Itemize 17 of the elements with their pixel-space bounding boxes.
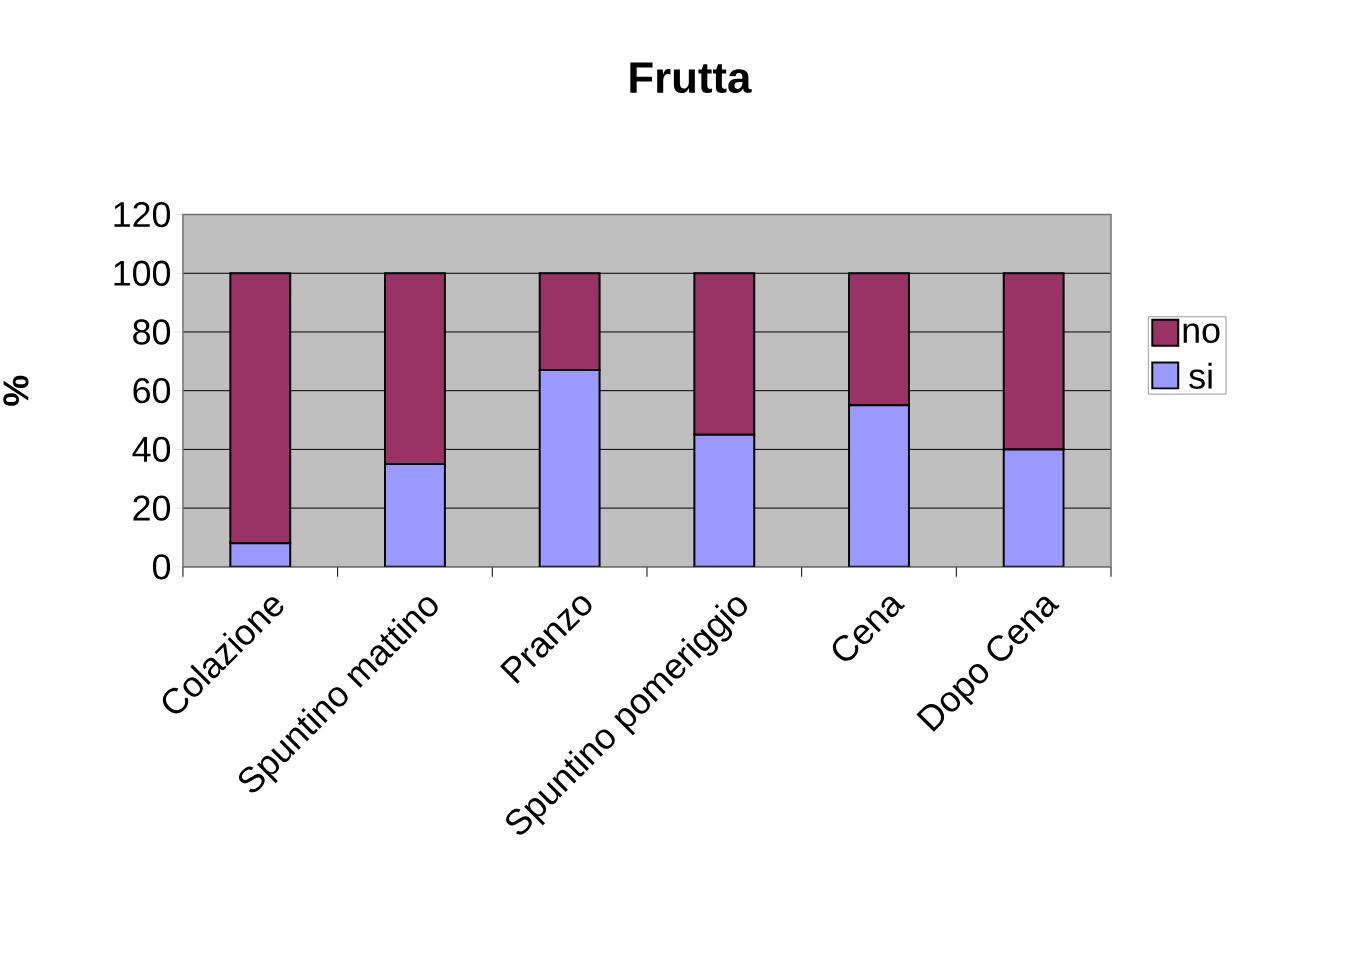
chart-title: Frutta xyxy=(630,62,752,94)
y-tick-label: 80 xyxy=(133,319,171,345)
bar xyxy=(538,369,601,567)
y-tick-label: 20 xyxy=(133,495,171,521)
bar xyxy=(848,404,910,567)
y-axis-title: % xyxy=(3,375,29,406)
y-tick-label: 40 xyxy=(132,436,171,463)
bar xyxy=(384,463,446,567)
y-tick-label: 120 xyxy=(114,201,171,228)
bar xyxy=(1002,448,1065,567)
legend-label: no xyxy=(1183,323,1220,344)
bar xyxy=(229,542,292,567)
y-tick-label: 100 xyxy=(114,260,171,286)
legend-label: si xyxy=(1189,362,1212,389)
bar xyxy=(693,433,756,567)
y-tick-label: 60 xyxy=(133,378,171,404)
y-tick-label: 0 xyxy=(152,554,171,580)
